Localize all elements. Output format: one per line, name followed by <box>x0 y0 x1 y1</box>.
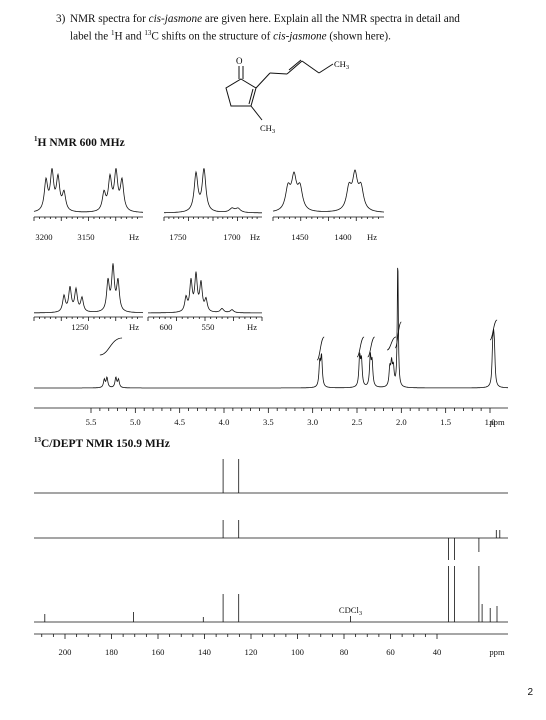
inset-1h-1250-tick-label: Hz <box>129 322 139 332</box>
chain-bond-1 <box>255 72 271 89</box>
methyl-bond <box>250 105 263 121</box>
h-nmr-tick-label: 1.5 <box>440 417 451 427</box>
h-integral-curve <box>367 336 375 358</box>
inset-1h-560-trace <box>148 271 262 314</box>
h-nmr-tick-label: 3.5 <box>263 417 274 427</box>
c13-solvent-label: CDCl3 <box>339 605 362 617</box>
inset-1h-560-tick-label: Hz <box>247 322 257 332</box>
h-nmr-tick-label: 5.5 <box>86 417 97 427</box>
inset-1h-560-tick-label: 550 <box>202 322 215 332</box>
c13-tick-label: 180 <box>105 647 118 657</box>
inset-1h-3200-tick-label: 3150 <box>77 232 94 242</box>
question-number: 3) <box>56 13 66 25</box>
inset-1h-3200-tick-label: 3200 <box>35 232 52 242</box>
h-nmr-trace <box>34 267 508 389</box>
h-nmr-tick-label: 2.0 <box>396 417 407 427</box>
c13-tick-label: 200 <box>59 647 72 657</box>
h-nmr-tick-label: 2.5 <box>352 417 363 427</box>
c13-tick-label: 100 <box>291 647 304 657</box>
inset-1h-3200-trace <box>33 168 143 213</box>
inset-1h-1750-tick-label: 1700 <box>223 232 240 242</box>
inset-1h-1250-trace <box>34 263 144 314</box>
c-nmr-title: 13C/DEPT NMR 150.9 MHz <box>34 436 170 450</box>
h-nmr-tick-label: 1.0 <box>485 417 496 427</box>
inset-1h-1750-tick-label: Hz <box>250 232 260 242</box>
inset-1h-1450-tick-label: 1400 <box>334 232 351 242</box>
c13-tick-label: 120 <box>245 647 258 657</box>
c13-tick-label: 160 <box>152 647 165 657</box>
c13-full-trace <box>34 566 508 623</box>
h-integral-curve <box>99 337 123 356</box>
chain-alkene-bond-2 <box>288 59 302 71</box>
h-nmr-tick-label: 5.0 <box>130 417 141 427</box>
h-integral-curve <box>316 336 325 361</box>
inset-1h-1750-tick-label: 1750 <box>169 232 186 242</box>
dept-90-trace <box>34 459 508 494</box>
chain-alkene-bond <box>286 60 303 75</box>
question-text: 3) NMR spectra for cis-jasmone are given… <box>56 12 516 44</box>
h-nmr-axis-unit: ppm <box>489 417 505 427</box>
h-integral-curve <box>489 319 498 341</box>
inset-1h-1250-tick-label: 1250 <box>71 322 88 332</box>
chain-bond-3 <box>301 60 320 74</box>
inset-1h-1250 <box>33 263 144 321</box>
inset-1h-3200 <box>33 168 143 221</box>
question-line-1: NMR spectra for cis-jasmone are given he… <box>70 13 460 25</box>
chain-bond-4 <box>318 63 334 74</box>
cyclopentenone-ring <box>225 78 257 107</box>
inset-1h-1450 <box>272 169 384 221</box>
c13-tick-label: 40 <box>433 647 442 657</box>
cis-jasmone-structure <box>225 59 334 121</box>
question-line-2: label the 1H and 13C shifts on the struc… <box>70 29 391 43</box>
inset-1h-3200-tick-label: Hz <box>129 232 139 242</box>
inset-1h-560 <box>147 271 263 321</box>
h-integral-curve <box>356 336 365 358</box>
inset-1h-1450-tick-label: 1450 <box>291 232 308 242</box>
c13-tick-label: 140 <box>198 647 211 657</box>
chain-bond-2 <box>269 72 288 75</box>
oxygen-label: O <box>236 56 243 66</box>
h-integral-curve <box>386 336 397 351</box>
ring-double-bond <box>248 88 254 105</box>
inset-1h-1750 <box>163 168 262 221</box>
inset-1h-560-tick-label: 600 <box>160 322 173 332</box>
dept-135-trace <box>34 520 508 560</box>
h-nmr-title: 1H NMR 600 MHz <box>34 135 125 149</box>
c13-tick-label: 80 <box>340 647 349 657</box>
inset-1h-1450-tick-label: Hz <box>367 232 377 242</box>
h-nmr-tick-label: 4.5 <box>174 417 185 427</box>
h-nmr-tick-label: 4.0 <box>219 417 230 427</box>
h-nmr-tick-label: 3.0 <box>307 417 318 427</box>
ch3-top-label: CH3 <box>334 59 349 71</box>
c13-tick-label: 60 <box>386 647 395 657</box>
page-number: 2 <box>527 687 533 698</box>
c13-axis-unit: ppm <box>489 647 505 657</box>
h-integral-curve <box>394 321 402 349</box>
inset-1h-1750-trace <box>164 168 262 214</box>
inset-1h-1450-trace <box>272 169 384 213</box>
ch3-bottom-label: CH3 <box>260 123 275 135</box>
